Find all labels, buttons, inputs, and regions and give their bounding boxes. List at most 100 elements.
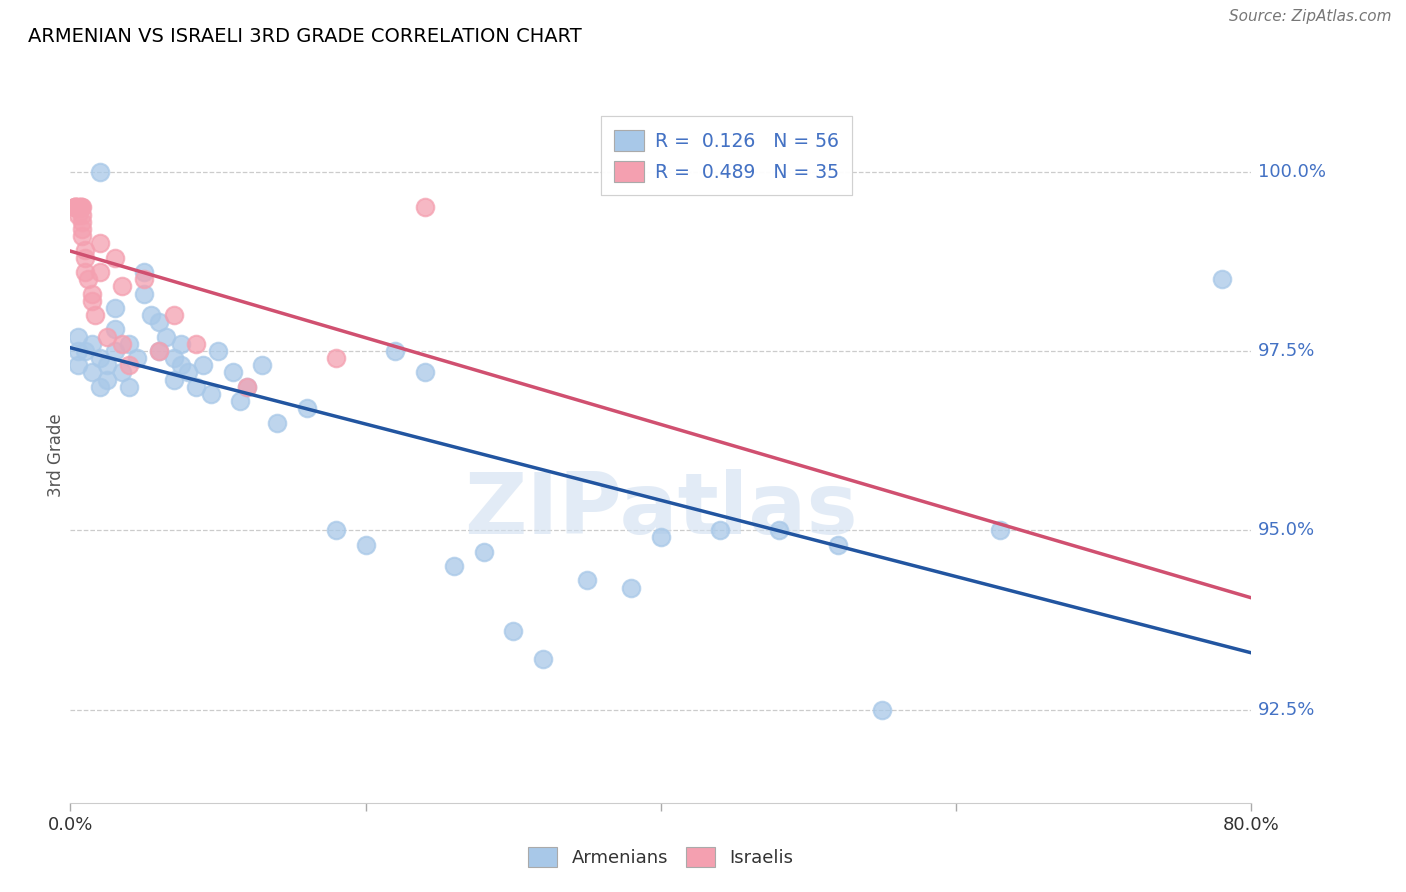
Point — [82, 286, 104, 301]
Point — [66, 201, 89, 215]
Point — [75, 343, 96, 358]
Point — [472, 545, 495, 559]
Point — [66, 343, 89, 358]
Point — [236, 380, 259, 394]
Text: Source: ZipAtlas.com: Source: ZipAtlas.com — [1229, 9, 1392, 24]
Point — [75, 265, 96, 279]
Point — [155, 329, 177, 343]
Point — [990, 523, 1012, 537]
Point — [229, 394, 252, 409]
Point — [89, 265, 111, 279]
Point — [148, 343, 170, 358]
Point — [125, 351, 148, 365]
Point — [82, 366, 104, 380]
Point — [70, 208, 93, 222]
Point — [118, 358, 141, 372]
Point — [184, 336, 207, 351]
Point — [82, 293, 104, 308]
Point — [89, 236, 111, 251]
Point — [207, 343, 229, 358]
Point — [96, 329, 118, 343]
Point — [709, 523, 731, 537]
Point — [118, 336, 141, 351]
Y-axis label: 3rd Grade: 3rd Grade — [46, 413, 65, 497]
Point — [141, 308, 163, 322]
Point — [872, 702, 894, 716]
Point — [650, 530, 672, 544]
Point — [70, 215, 93, 229]
Point — [162, 373, 186, 387]
Text: ARMENIAN VS ISRAELI 3RD GRADE CORRELATION CHART: ARMENIAN VS ISRAELI 3RD GRADE CORRELATIO… — [28, 27, 582, 45]
Text: 97.5%: 97.5% — [1258, 342, 1316, 359]
Point — [132, 272, 156, 286]
Point — [63, 201, 86, 215]
Point — [148, 315, 170, 329]
Point — [413, 201, 436, 215]
Point — [170, 358, 193, 372]
Point — [84, 308, 107, 322]
Point — [111, 279, 134, 293]
Point — [200, 387, 222, 401]
Point — [1211, 272, 1233, 286]
Point — [184, 380, 207, 394]
Point — [325, 523, 347, 537]
Point — [354, 538, 377, 552]
Point — [96, 358, 118, 372]
Point — [111, 336, 134, 351]
Point — [148, 343, 170, 358]
Point — [502, 624, 524, 638]
Point — [118, 380, 141, 394]
Point — [66, 358, 89, 372]
Point — [236, 380, 259, 394]
Point — [531, 652, 554, 666]
Point — [66, 208, 89, 222]
Point — [191, 358, 214, 372]
Text: 95.0%: 95.0% — [1258, 521, 1316, 540]
Point — [162, 308, 186, 322]
Point — [827, 538, 849, 552]
Point — [63, 201, 86, 215]
Point — [96, 373, 118, 387]
Point — [111, 366, 134, 380]
Text: 92.5%: 92.5% — [1258, 700, 1316, 719]
Point — [325, 351, 347, 365]
Point — [132, 265, 156, 279]
Point — [66, 201, 89, 215]
Point — [104, 343, 127, 358]
Point — [70, 201, 93, 215]
Point — [162, 351, 186, 365]
Point — [177, 366, 200, 380]
Point — [70, 222, 93, 236]
Point — [75, 244, 96, 258]
Point — [384, 343, 406, 358]
Point — [63, 201, 86, 215]
Text: ZIPatlas: ZIPatlas — [464, 469, 858, 552]
Legend: R =  0.126   N = 56, R =  0.489   N = 35: R = 0.126 N = 56, R = 0.489 N = 35 — [600, 117, 852, 195]
Point — [104, 301, 127, 315]
Point — [768, 523, 790, 537]
Text: 100.0%: 100.0% — [1258, 162, 1326, 180]
Point — [69, 201, 91, 215]
Point — [63, 201, 86, 215]
Point — [69, 201, 91, 215]
Point — [222, 366, 245, 380]
Point — [620, 581, 643, 595]
Point — [295, 401, 318, 416]
Point — [89, 351, 111, 365]
Point — [413, 366, 436, 380]
Point — [443, 559, 465, 574]
Legend: Armenians, Israelis: Armenians, Israelis — [522, 839, 800, 874]
Point — [576, 574, 599, 588]
Point — [250, 358, 273, 372]
Point — [77, 272, 100, 286]
Point — [104, 251, 127, 265]
Point — [66, 329, 89, 343]
Point — [170, 336, 193, 351]
Point — [75, 251, 96, 265]
Point — [104, 322, 127, 336]
Point — [70, 229, 93, 244]
Point — [82, 336, 104, 351]
Point — [266, 416, 288, 430]
Point — [132, 286, 156, 301]
Point — [89, 164, 111, 178]
